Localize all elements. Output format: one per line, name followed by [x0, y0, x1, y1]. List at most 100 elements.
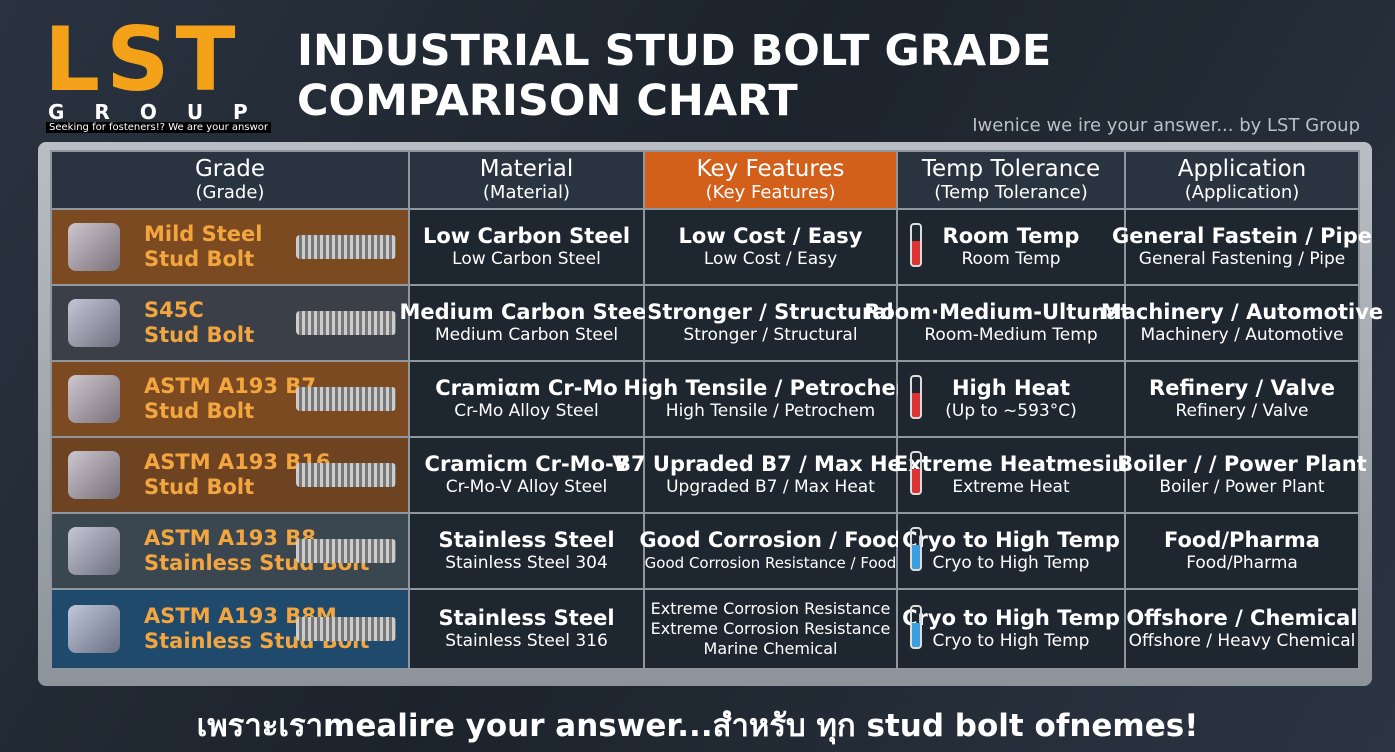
grade-cell: ASTM A193 B8 Stainless Stud Bolt [52, 514, 408, 588]
table-cell: Cramicm Cr-Mo-V Cr-Mo-V Alloy Steel [410, 438, 643, 512]
table-cell: Low Carbon Steel Low Carbon Steel [410, 210, 643, 284]
cell-main: Stainless Steel [438, 528, 615, 552]
thermometer-icon [910, 605, 922, 649]
header-cell: Key Features (Key Features) [645, 152, 896, 208]
cell-main: High Heat [951, 376, 1071, 400]
grade-icon [68, 299, 120, 347]
cell-sub: Cr-Mo Alloy Steel [454, 401, 599, 421]
cell-sub: Marine Chemical [703, 639, 838, 658]
thermometer-icon [910, 223, 922, 267]
header-sub: (Material) [482, 182, 571, 203]
cell-main: Cramiαm Cr-Mo [435, 376, 618, 400]
bolt-icon [296, 235, 396, 259]
cell-main: Extreme Corrosion Resistance [650, 599, 891, 618]
table-cell: Cryo to High Temp Cryo to High Temp [898, 590, 1124, 668]
grade-icon [68, 375, 120, 423]
header-main: Material [479, 156, 574, 182]
cell-sub: Extreme Heat [952, 477, 1070, 497]
cell-sub: Stronger / Structural [683, 325, 858, 345]
cell-sub: Machinery / Automotive [1140, 325, 1344, 345]
table-cell: Stainless Steel Stainless Steel 316 [410, 590, 643, 668]
cell-sub: Room-Medium Temp [924, 325, 1098, 345]
bolt-icon [296, 617, 396, 641]
table-cell: Extreme Heatmesiιι Extreme Heat [894, 438, 1128, 512]
cell-main: B7 Upraded B7 / Max Heat [614, 452, 927, 476]
grade-cell: S45C Stud Bolt [52, 286, 408, 360]
bolt-icon [296, 539, 396, 563]
cell-sub: Stainless Steel 316 [445, 631, 608, 651]
cell-sub: Stud Bolt [144, 399, 255, 423]
thermometer-icon [910, 375, 922, 419]
cell-sub: Medium Carbon Steel [434, 325, 619, 345]
thermometer-icon [910, 527, 922, 571]
header-main: Temp Tolerance [921, 156, 1101, 182]
grade-cell: ASTM A193 B7 Stud Bolt [52, 362, 408, 436]
cell-main: Cryo to High Temp [902, 528, 1120, 552]
footer: เพราะเราmealire your answer...สำหรับ ทุก… [196, 708, 1199, 744]
cell-sub: Low Cost / Easy [703, 249, 838, 269]
cell-main: Mild Steel [144, 222, 263, 246]
cell-sub: Stud Bolt [144, 475, 255, 499]
cell-sub: Cryo to High Temp [932, 553, 1090, 573]
bolt-icon [296, 463, 396, 487]
grade-cell: ASTM A193 B8M Stainless Stud Bolt [52, 590, 408, 668]
table-cell: Extreme Corrosion Resistance Extreme Corr… [645, 590, 896, 668]
cell-main: Room·Medium-Ultunatvy [864, 300, 1158, 324]
cell-main: Refinery / Valve [1149, 376, 1335, 400]
cell-main: Stronger / Structural [647, 300, 894, 324]
cell-main: Extreme Heatmesiιι [893, 452, 1129, 476]
cell-main: Good Corrosion / Food [639, 528, 902, 552]
grade-cell: Mild Steel Stud Bolt [52, 210, 408, 284]
cell-main: Room Temp [942, 224, 1080, 248]
cell-sub: Cr-Mo-V Alloy Steel [445, 477, 608, 497]
cell-sub: Extreme Corrosion Resistance [650, 619, 891, 638]
cell-sub: Good Corrosion Resistance / Food [644, 554, 897, 572]
cell-main: ASTM A193 B7 [144, 374, 316, 398]
cell-sub: Stainless Steel 304 [445, 553, 608, 573]
header-main: Grade [194, 156, 266, 182]
logo-group: GROUP [48, 100, 278, 124]
title: COMPARISON CHART [297, 76, 798, 126]
table-cell: Cramiαm Cr-Mo Cr-Mo Alloy Steel [410, 362, 643, 436]
cell-sub: General Fastening / Pipe [1138, 249, 1346, 269]
bolt-icon [296, 387, 396, 411]
grade-icon [68, 527, 120, 575]
logo-tagline: Seeking for fosteners!? We are your answ… [46, 122, 271, 133]
thermometer-icon [910, 451, 922, 495]
table-cell: High Heat (Up to ~593°C) [898, 362, 1124, 436]
cell-sub: Low Carbon Steel [452, 249, 601, 269]
cell-main: Low Cost / Easy [678, 224, 863, 248]
header-main: Key Features [696, 156, 845, 182]
bolt-icon [296, 311, 396, 335]
cell-main: General Fastein / Pipe [1111, 224, 1373, 248]
logo: LST GROUP Seeking for fosteners!? We are… [40, 8, 272, 134]
table-cell: Room Temp Room Temp [898, 210, 1124, 284]
table-cell: Stainless Steel Stainless Steel 304 [410, 514, 643, 588]
cell-main: High Tensile / Petrochem [623, 376, 918, 400]
cell-sub: Stud Bolt [144, 247, 255, 271]
cell-sub: Stud Bolt [144, 323, 255, 347]
cell-sub: Upgraded B7 / Max Heat [666, 477, 875, 497]
cell-sub: (Up to ~593°C) [945, 401, 1077, 421]
cell-main: Boiler / / Power Plant [1117, 452, 1367, 476]
title: INDUSTRIAL STUD BOLT GRADE [297, 26, 1052, 76]
table-cell: General Fastein / Pipe General Fastening … [1112, 210, 1372, 284]
cell-sub: Boiler / Power Plant [1159, 477, 1325, 497]
table-cell: Stronger / Structural Stronger / Structur… [645, 286, 896, 360]
header-sub: (Application) [1184, 182, 1300, 203]
cell-main: Medium Carbon Steel [399, 300, 654, 324]
cell-sub: Refinery / Valve [1175, 401, 1309, 421]
subtitle: Iwenice we ire your answer... by LST Gro… [972, 115, 1360, 136]
cell-sub: High Tensile / Petrochem [665, 401, 876, 421]
cell-sub: Cryo to High Temp [932, 631, 1090, 651]
grade-cell: ASTM A193 B16 Stud Bolt [52, 438, 408, 512]
header-cell: Temp Tolerance (Temp Tolerance) [898, 152, 1124, 208]
table-cell: Food/Pharma Food/Pharma [1126, 514, 1358, 588]
header-cell: Application (Application) [1126, 152, 1358, 208]
table-cell: Good Corrosion / Food Good Corrosion Resi… [639, 514, 902, 588]
table-cell: Cryo to High Temp Cryo to High Temp [898, 514, 1124, 588]
logo-name: LST [44, 8, 242, 111]
table-cell: Machinery / Automotive Machinery / Automo… [1101, 286, 1383, 360]
cell-sub: Offshore / Heavy Chemical [1128, 631, 1356, 651]
